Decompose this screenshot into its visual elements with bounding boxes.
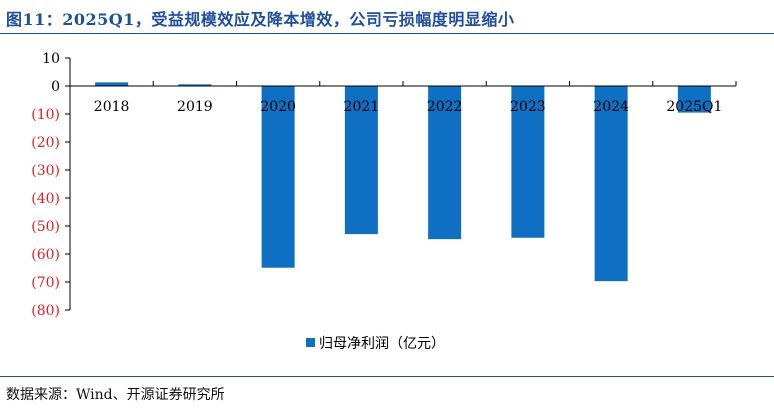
x-tick-label: 2024 — [593, 99, 629, 115]
bar-2020 — [261, 86, 295, 268]
y-tick-label: (60) — [31, 247, 60, 263]
bar-2018 — [95, 82, 129, 86]
x-tick-label: 2020 — [260, 99, 296, 115]
y-tick-label: (50) — [31, 219, 60, 235]
bar-2022 — [428, 86, 462, 240]
bar-2023 — [511, 86, 545, 238]
x-tick-label: 2025Q1 — [666, 99, 722, 115]
data-source: 数据来源：Wind、开源证券研究所 — [6, 387, 225, 403]
y-tick-label: (80) — [31, 303, 60, 319]
footer-divider — [0, 376, 774, 377]
bar-2021 — [344, 86, 378, 235]
x-tick-label: 2023 — [510, 99, 546, 115]
y-tick-label: 10 — [42, 51, 60, 67]
y-tick-label: (10) — [31, 107, 60, 123]
bar-chart: 10 0 (10) (20) (30) (40) (50) (60) (70) (80) 2018 2… — [31, 51, 737, 352]
x-tick-label: 2018 — [94, 99, 130, 115]
legend-label: 归母净利润（亿元） — [319, 335, 445, 352]
bar-2024 — [594, 86, 628, 282]
bar-2019 — [178, 84, 212, 86]
bar-2025Q1 — [677, 86, 711, 113]
y-tick-label: (70) — [31, 275, 60, 291]
x-tick-label: 2022 — [427, 99, 463, 115]
y-tick-label: 0 — [51, 79, 60, 95]
y-tick-label: (40) — [31, 191, 60, 207]
x-tick-label: 2019 — [177, 99, 213, 115]
title-divider — [0, 33, 774, 34]
y-tick-label: (20) — [31, 135, 60, 151]
chart-title: 图11：2025Q1，受益规模效应及降本增效，公司亏损幅度明显缩小 — [6, 10, 515, 29]
x-tick-label: 2021 — [344, 99, 380, 115]
legend-swatch — [306, 338, 315, 347]
y-tick-label: (30) — [31, 163, 60, 179]
